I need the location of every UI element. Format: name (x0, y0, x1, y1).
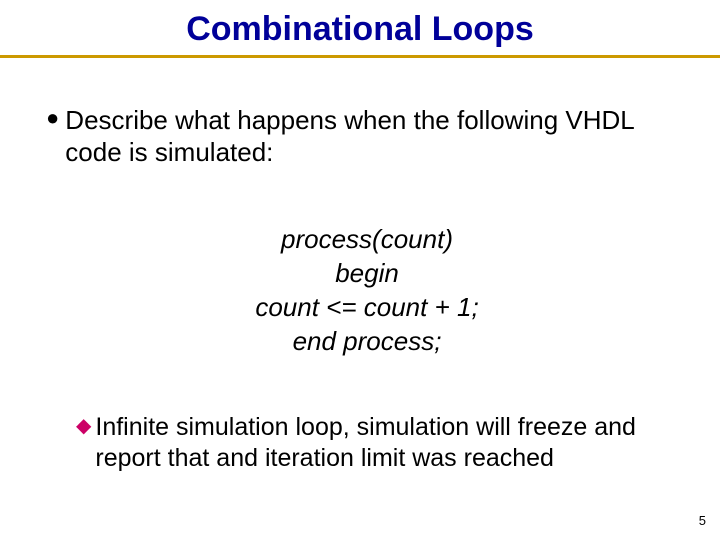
bullet-1-text: Describe what happens when the following… (65, 104, 688, 168)
bullet-level-1: ● Describe what happens when the followi… (46, 104, 688, 168)
bullet-2-text: Infinite simulation loop, simulation wil… (95, 412, 688, 474)
slide-title: Combinational Loops (0, 10, 720, 49)
page-number: 5 (699, 513, 706, 528)
diamond-bullet-icon: ◆ (76, 412, 91, 440)
title-area: Combinational Loops (0, 0, 720, 58)
slide-body: ● Describe what happens when the followi… (0, 58, 720, 474)
bullet-level-2: ◆ Infinite simulation loop, simulation w… (46, 412, 688, 474)
code-block: process(count) begin count <= count + 1;… (46, 222, 688, 358)
code-line-4: end process; (46, 324, 688, 358)
disc-bullet-icon: ● (46, 104, 59, 132)
code-line-3: count <= count + 1; (46, 290, 688, 324)
code-line-1: process(count) (46, 222, 688, 256)
code-line-2: begin (46, 256, 688, 290)
